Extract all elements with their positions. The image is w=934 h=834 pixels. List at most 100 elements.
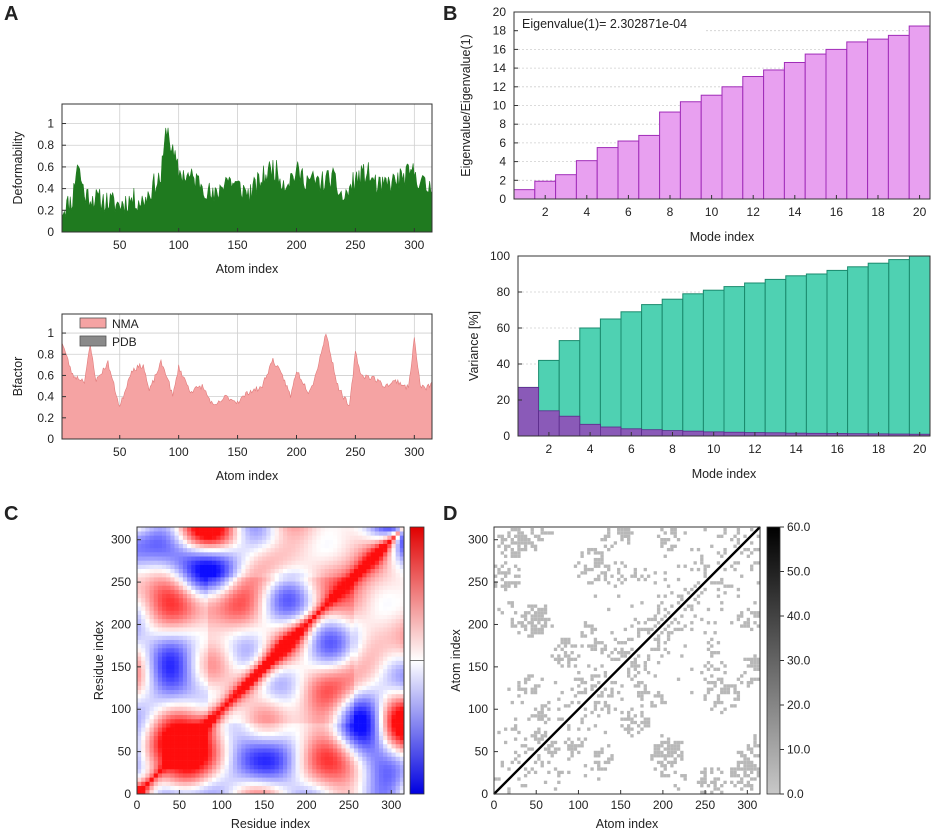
heat-cell — [262, 668, 267, 674]
heat-cell — [358, 677, 363, 682]
heat-cell — [157, 589, 163, 595]
heat-cell — [137, 752, 142, 757]
heat-cell — [170, 535, 175, 540]
contact-cell — [673, 740, 677, 745]
heat-cell — [149, 585, 154, 590]
heat-cell — [324, 547, 330, 553]
heat-cell — [195, 723, 200, 728]
heat-cell — [370, 577, 376, 582]
heat-cell — [370, 739, 376, 745]
heat-cell — [337, 681, 342, 686]
heat-cell — [378, 727, 384, 732]
heat-cell — [191, 731, 196, 736]
heat-cell — [237, 752, 242, 757]
heat-cell — [216, 581, 221, 586]
heat-cell — [387, 647, 392, 653]
heat-cell — [170, 698, 175, 703]
heat-cell — [283, 731, 288, 736]
heat-cell — [207, 581, 213, 586]
heat-cell — [387, 543, 392, 549]
heat-cell — [178, 581, 184, 586]
heat-cell — [378, 647, 384, 653]
contact-cell — [530, 614, 534, 618]
contact-cell — [503, 584, 508, 588]
heat-cell — [316, 710, 321, 716]
heat-cell — [195, 702, 200, 707]
heat-cell — [370, 785, 376, 791]
heat-cell — [358, 585, 363, 590]
heat-cell — [253, 577, 259, 582]
heat-cell — [203, 531, 209, 536]
legend-label: NMA — [112, 317, 139, 331]
heat-cell — [220, 639, 225, 645]
heat-cell — [291, 743, 296, 749]
heat-cell — [257, 777, 263, 782]
heat-cell — [182, 631, 188, 636]
heat-cell — [262, 710, 267, 716]
heat-cell — [266, 664, 271, 670]
heat-cell — [303, 685, 309, 691]
heat-cell — [366, 622, 371, 628]
heat-cell — [399, 631, 405, 636]
contact-cell — [540, 760, 544, 765]
heat-cell — [341, 531, 346, 536]
heat-cell — [374, 781, 380, 786]
heat-cell — [203, 664, 209, 670]
contact-cell — [653, 754, 657, 758]
x-tick-label: 4 — [587, 442, 594, 456]
heat-cell — [337, 735, 342, 741]
heat-cell — [249, 643, 255, 649]
bar-cumulative-20 — [908, 255, 931, 437]
heat-cell — [299, 781, 305, 786]
contact-cell — [573, 747, 578, 751]
heat-cell — [157, 631, 163, 636]
heat-cell — [153, 689, 159, 695]
heat-cell — [232, 593, 238, 599]
heat-cell — [299, 610, 305, 615]
contact-cell — [580, 551, 584, 555]
heat-cell — [145, 597, 150, 603]
heat-cell — [328, 714, 334, 720]
heat-cell — [270, 748, 275, 753]
heat-cell — [333, 660, 338, 665]
heat-cell — [199, 727, 205, 732]
heat-cell — [358, 735, 363, 741]
bar-cumulative-11 — [723, 286, 746, 437]
heat-cell — [262, 635, 267, 640]
heat-cell — [270, 572, 275, 578]
heat-cell — [153, 614, 159, 620]
heat-cell — [316, 652, 321, 657]
heat-cell — [162, 718, 167, 724]
heat-cell — [366, 652, 371, 657]
heat-cell — [212, 664, 217, 670]
contact-cell — [656, 750, 661, 755]
heat-cell — [378, 543, 384, 549]
contact-cell — [676, 744, 681, 748]
heat-cell — [191, 572, 196, 578]
heat-cell — [157, 752, 163, 757]
heat-cell — [312, 606, 317, 611]
heat-cell — [166, 639, 171, 645]
contact-cell — [527, 537, 531, 542]
heat-cell — [287, 543, 292, 549]
heat-cell — [345, 618, 351, 624]
heat-cell — [245, 664, 250, 670]
heat-cell — [207, 668, 213, 674]
heat-cell — [153, 748, 159, 753]
heat-cell — [249, 581, 255, 586]
contact-cell — [503, 544, 508, 548]
heat-cell — [137, 756, 142, 761]
contact-cell — [533, 707, 538, 711]
heat-cell — [232, 768, 238, 774]
heat-cell — [199, 677, 205, 682]
heat-cell — [308, 681, 313, 686]
heat-cell — [212, 752, 217, 757]
heat-cell — [320, 577, 326, 582]
heat-cell — [316, 768, 321, 774]
contact-cell — [590, 647, 594, 652]
heat-cell — [257, 768, 263, 774]
heat-cell — [283, 685, 288, 691]
heat-cell — [303, 552, 309, 557]
heat-cell — [353, 593, 359, 599]
contact-cell — [583, 564, 588, 568]
